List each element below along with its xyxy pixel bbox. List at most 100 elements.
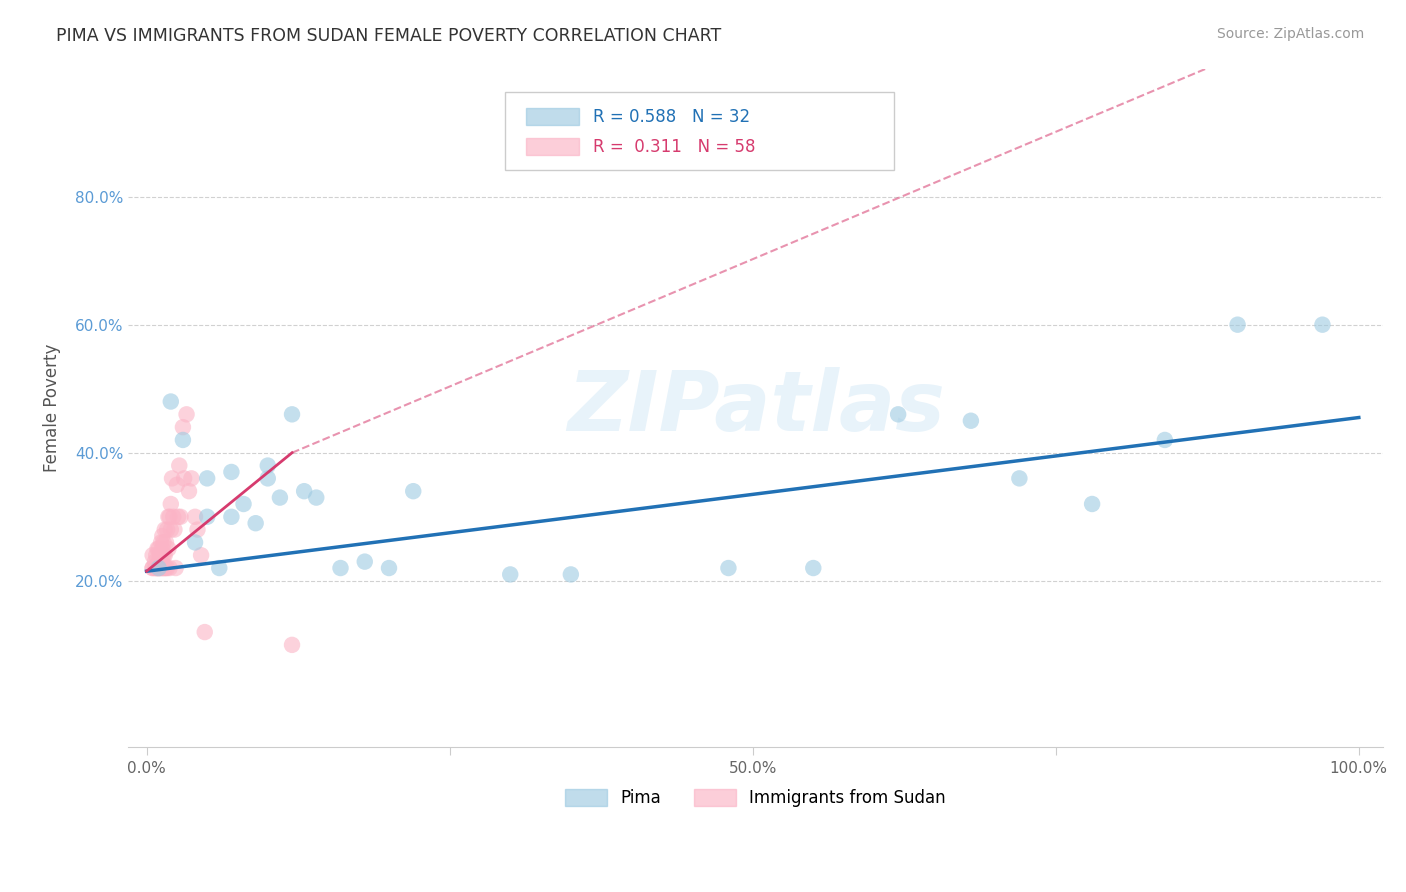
- Point: [194, 625, 217, 640]
- Point: [149, 548, 172, 562]
- Point: [169, 509, 191, 524]
- Point: [145, 548, 167, 562]
- Point: [150, 541, 173, 556]
- Text: R = 0.588   N = 32: R = 0.588 N = 32: [592, 108, 749, 126]
- Point: [159, 394, 181, 409]
- Point: [221, 465, 243, 479]
- Point: [157, 541, 180, 556]
- Point: [148, 555, 170, 569]
- Point: [329, 561, 352, 575]
- Point: [1081, 497, 1104, 511]
- Point: [152, 535, 174, 549]
- Point: [156, 561, 179, 575]
- Point: [150, 555, 173, 569]
- Point: [143, 555, 166, 569]
- Point: [142, 561, 165, 575]
- Point: [960, 414, 983, 428]
- Point: [1153, 433, 1175, 447]
- Point: [1226, 318, 1249, 332]
- Point: [499, 567, 522, 582]
- Point: [353, 555, 375, 569]
- Point: [159, 561, 181, 575]
- Point: [148, 561, 170, 575]
- Text: ZIPatlas: ZIPatlas: [567, 368, 945, 449]
- Text: PIMA VS IMMIGRANTS FROM SUDAN FEMALE POVERTY CORRELATION CHART: PIMA VS IMMIGRANTS FROM SUDAN FEMALE POV…: [56, 27, 721, 45]
- Point: [157, 509, 180, 524]
- Point: [184, 535, 207, 549]
- Point: [150, 529, 173, 543]
- Point: [162, 509, 184, 524]
- Point: [560, 567, 582, 582]
- Point: [159, 509, 181, 524]
- Point: [245, 516, 267, 531]
- Point: [163, 523, 186, 537]
- Point: [269, 491, 291, 505]
- Legend: Pima, Immigrants from Sudan: Pima, Immigrants from Sudan: [558, 782, 953, 814]
- Point: [292, 484, 315, 499]
- Point: [142, 561, 165, 575]
- Point: [152, 548, 174, 562]
- FancyBboxPatch shape: [505, 92, 894, 170]
- Point: [142, 548, 165, 562]
- Point: [159, 497, 181, 511]
- Point: [281, 638, 304, 652]
- Point: [184, 509, 207, 524]
- Text: R =  0.311   N = 58: R = 0.311 N = 58: [592, 138, 755, 156]
- Point: [153, 561, 176, 575]
- Point: [153, 548, 176, 562]
- Point: [143, 561, 166, 575]
- Point: [153, 523, 176, 537]
- Point: [152, 561, 174, 575]
- Point: [166, 477, 188, 491]
- Point: [1312, 318, 1334, 332]
- Point: [190, 548, 212, 562]
- Point: [186, 523, 208, 537]
- Point: [256, 471, 278, 485]
- Point: [160, 471, 183, 485]
- Point: [221, 509, 243, 524]
- Point: [208, 561, 231, 575]
- Point: [156, 523, 179, 537]
- Point: [145, 561, 167, 575]
- Point: [159, 523, 181, 537]
- Point: [150, 535, 173, 549]
- Bar: [526, 108, 579, 125]
- Point: [172, 420, 194, 434]
- Point: [145, 561, 167, 575]
- Point: [173, 471, 195, 485]
- Point: [146, 561, 169, 575]
- Point: [256, 458, 278, 473]
- Point: [167, 509, 190, 524]
- Text: Source: ZipAtlas.com: Source: ZipAtlas.com: [1216, 27, 1364, 41]
- Point: [149, 555, 172, 569]
- Point: [887, 408, 910, 422]
- Point: [305, 491, 328, 505]
- Point: [176, 408, 198, 422]
- Point: [177, 484, 200, 499]
- Point: [148, 541, 170, 556]
- Point: [148, 561, 170, 575]
- Point: [172, 433, 194, 447]
- Point: [169, 458, 191, 473]
- Point: [150, 561, 173, 575]
- Y-axis label: Female Poverty: Female Poverty: [44, 343, 60, 472]
- Point: [149, 561, 172, 575]
- Point: [281, 408, 304, 422]
- Point: [232, 497, 254, 511]
- Point: [402, 484, 425, 499]
- Point: [195, 509, 218, 524]
- Point: [801, 561, 824, 575]
- Point: [155, 535, 177, 549]
- Point: [378, 561, 401, 575]
- Point: [180, 471, 202, 485]
- Point: [165, 561, 187, 575]
- Point: [717, 561, 740, 575]
- Point: [155, 561, 177, 575]
- Point: [1008, 471, 1031, 485]
- Point: [195, 471, 218, 485]
- Point: [146, 541, 169, 556]
- Bar: [526, 138, 579, 155]
- Point: [148, 561, 170, 575]
- Point: [150, 555, 173, 569]
- Point: [150, 561, 173, 575]
